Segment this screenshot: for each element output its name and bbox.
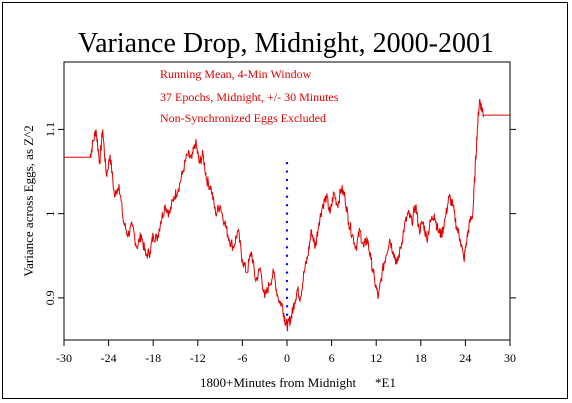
marker-point — [285, 204, 289, 207]
marker-point — [285, 195, 289, 198]
x-tick-label: 12 — [370, 351, 382, 365]
x-tick-label: -12 — [190, 351, 206, 365]
marker-point — [285, 305, 289, 308]
marker-point — [285, 212, 289, 215]
x-tick-label: 24 — [459, 351, 471, 365]
annotation-excluded: Non-Synchronized Eggs Excluded — [160, 111, 326, 125]
x-axis-label-suffix: *E1 — [375, 375, 396, 390]
x-tick-label: -18 — [145, 351, 161, 365]
marker-point — [285, 254, 289, 257]
y-axis: 0.9 1 1.1 — [43, 122, 516, 305]
x-tick-label: 18 — [415, 351, 427, 365]
x-tick-label: -30 — [56, 351, 72, 365]
y-tick-label: 1.1 — [43, 122, 57, 137]
x-axis: -30 -24 -18 -12 -6 0 6 12 18 24 30 — [56, 340, 516, 365]
marker-point — [285, 237, 289, 241]
marker-point — [285, 288, 289, 291]
marker-point — [285, 161, 289, 165]
y-tick-label: 0.9 — [43, 290, 57, 305]
x-tick-label: 30 — [504, 351, 516, 365]
marker-point — [285, 229, 289, 232]
x-tick-label: -6 — [237, 351, 247, 365]
marker-point — [285, 296, 289, 300]
y-tick-label: 1 — [43, 211, 57, 217]
marker-point — [285, 313, 289, 316]
annotation-epochs: 37 Epochs, Midnight, +/- 30 Minutes — [160, 90, 339, 104]
marker-point — [285, 220, 289, 224]
marker-point — [285, 178, 289, 182]
midnight-marker-series — [285, 161, 289, 325]
x-tick-label: 6 — [329, 351, 335, 365]
x-tick-label: -24 — [101, 351, 117, 365]
marker-point — [285, 279, 289, 283]
y-axis-label: Variance across Eggs, as Z^2 — [21, 125, 36, 277]
marker-point — [285, 246, 289, 249]
chart-frame — [2, 2, 568, 399]
x-axis-label: 1800+Minutes from Midnight — [200, 375, 356, 390]
chart-title: Variance Drop, Midnight, 2000-2001 — [78, 28, 494, 59]
annotations: Running Mean, 4-Min Window 37 Epochs, Mi… — [160, 67, 339, 125]
marker-point — [285, 170, 289, 173]
x-tick-label: 0 — [284, 351, 290, 365]
series-line — [64, 98, 510, 332]
marker-point — [285, 271, 289, 274]
annotation-window: Running Mean, 4-Min Window — [160, 67, 312, 81]
marker-point — [285, 262, 289, 266]
marker-point — [285, 187, 289, 190]
